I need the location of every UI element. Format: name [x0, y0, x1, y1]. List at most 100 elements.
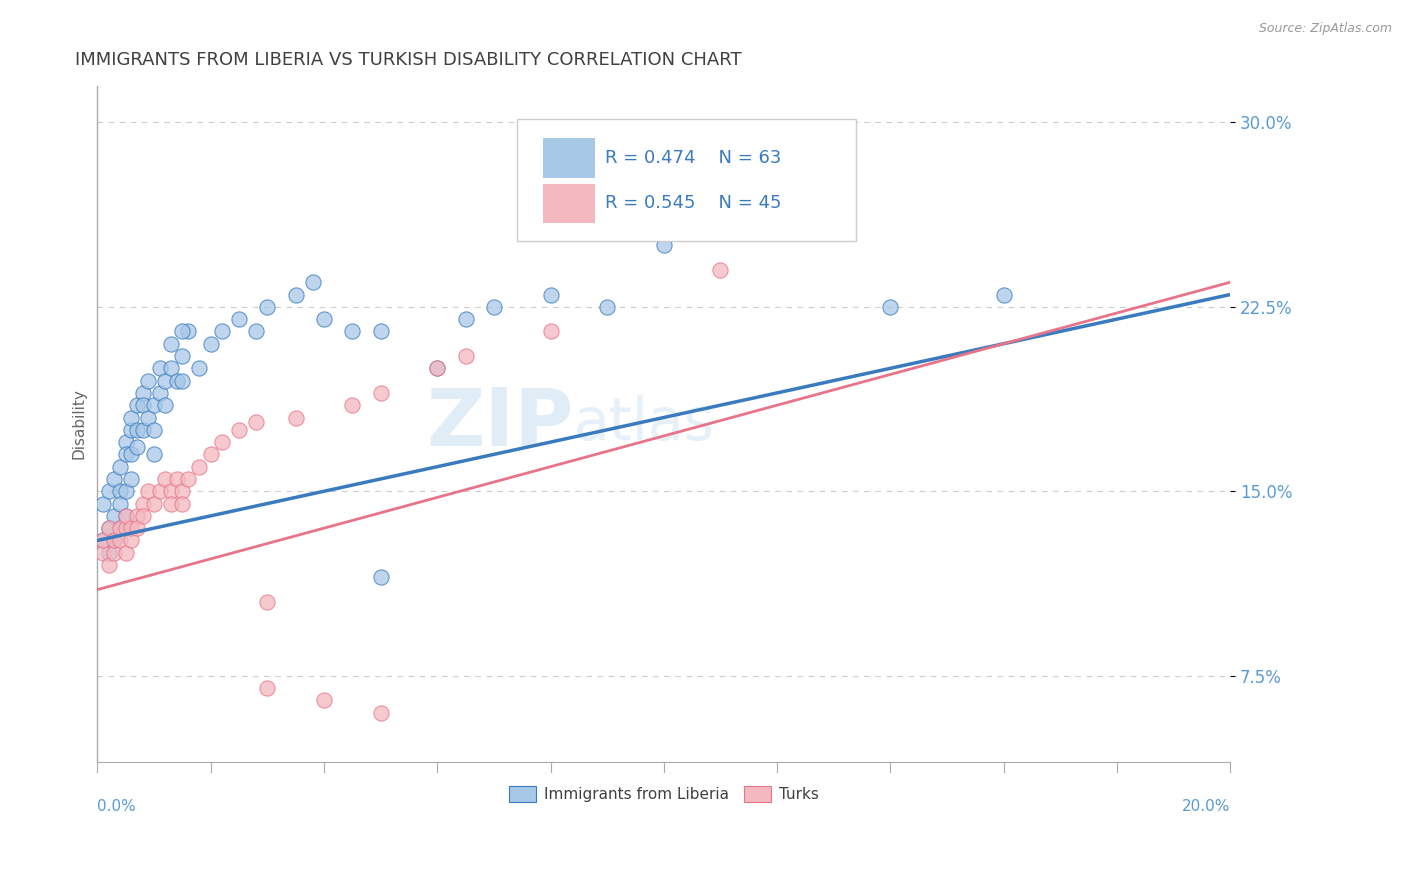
Point	[136, 410, 159, 425]
Point	[245, 416, 267, 430]
Point	[114, 508, 136, 523]
Point	[120, 410, 142, 425]
Point	[370, 706, 392, 720]
Point	[188, 361, 211, 376]
Point	[131, 508, 153, 523]
Point	[312, 693, 335, 707]
Point	[108, 521, 131, 535]
Point	[97, 546, 120, 560]
Point	[125, 440, 148, 454]
Point	[211, 325, 233, 339]
Text: atlas: atlas	[574, 395, 714, 452]
Point	[149, 385, 172, 400]
Text: 0.0%: 0.0%	[97, 799, 136, 814]
Point	[125, 521, 148, 535]
Point	[155, 472, 177, 486]
Point	[342, 325, 364, 339]
Text: R = 0.545    N = 45: R = 0.545 N = 45	[605, 194, 782, 212]
Point	[155, 374, 177, 388]
Point	[120, 533, 142, 548]
Point	[143, 497, 166, 511]
Point	[103, 508, 125, 523]
Point	[172, 349, 194, 363]
Point	[143, 423, 166, 437]
Point	[256, 595, 278, 609]
Point	[143, 447, 166, 461]
Point	[114, 484, 136, 499]
Point	[454, 349, 477, 363]
Point	[97, 521, 120, 535]
Point	[228, 423, 250, 437]
Legend: Immigrants from Liberia, Turks: Immigrants from Liberia, Turks	[502, 780, 825, 808]
Point	[108, 497, 131, 511]
Point	[993, 287, 1015, 301]
FancyBboxPatch shape	[516, 120, 856, 241]
Point	[166, 472, 188, 486]
FancyBboxPatch shape	[543, 138, 595, 178]
Point	[120, 423, 142, 437]
Point	[766, 226, 789, 240]
Point	[709, 263, 731, 277]
Point	[160, 497, 183, 511]
Point	[120, 521, 142, 535]
Point	[177, 325, 200, 339]
Point	[652, 213, 675, 227]
Point	[540, 287, 562, 301]
Point	[155, 398, 177, 412]
Point	[125, 423, 148, 437]
Point	[103, 546, 125, 560]
Point	[160, 336, 183, 351]
Text: IMMIGRANTS FROM LIBERIA VS TURKISH DISABILITY CORRELATION CHART: IMMIGRANTS FROM LIBERIA VS TURKISH DISAB…	[75, 51, 741, 69]
Point	[256, 300, 278, 314]
Point	[160, 484, 183, 499]
Point	[114, 546, 136, 560]
Point	[426, 361, 449, 376]
Point	[120, 472, 142, 486]
Point	[120, 447, 142, 461]
Point	[540, 325, 562, 339]
Point	[114, 435, 136, 450]
Point	[172, 374, 194, 388]
Point	[370, 325, 392, 339]
Text: ZIP: ZIP	[426, 384, 574, 463]
Point	[312, 312, 335, 326]
Y-axis label: Disability: Disability	[72, 388, 86, 459]
Point	[172, 484, 194, 499]
Point	[166, 374, 188, 388]
Point	[172, 497, 194, 511]
Point	[91, 533, 114, 548]
Point	[370, 385, 392, 400]
Point	[370, 570, 392, 584]
Point	[131, 423, 153, 437]
Text: R = 0.474    N = 63: R = 0.474 N = 63	[605, 149, 782, 167]
Point	[108, 521, 131, 535]
Point	[131, 497, 153, 511]
Point	[103, 533, 125, 548]
Point	[211, 435, 233, 450]
Point	[91, 533, 114, 548]
Point	[172, 325, 194, 339]
Point	[596, 226, 619, 240]
Point	[103, 533, 125, 548]
Text: 20.0%: 20.0%	[1182, 799, 1230, 814]
Point	[125, 508, 148, 523]
Point	[114, 508, 136, 523]
Point	[125, 398, 148, 412]
Point	[301, 275, 323, 289]
Point	[160, 361, 183, 376]
Point	[91, 546, 114, 560]
Point	[342, 398, 364, 412]
Point	[114, 521, 136, 535]
Point	[136, 484, 159, 499]
Point	[149, 361, 172, 376]
Point	[284, 287, 307, 301]
Point	[114, 447, 136, 461]
Point	[284, 410, 307, 425]
Point	[131, 398, 153, 412]
Point	[143, 398, 166, 412]
Point	[482, 300, 505, 314]
Point	[879, 300, 901, 314]
Point	[108, 533, 131, 548]
Point	[97, 521, 120, 535]
Point	[228, 312, 250, 326]
